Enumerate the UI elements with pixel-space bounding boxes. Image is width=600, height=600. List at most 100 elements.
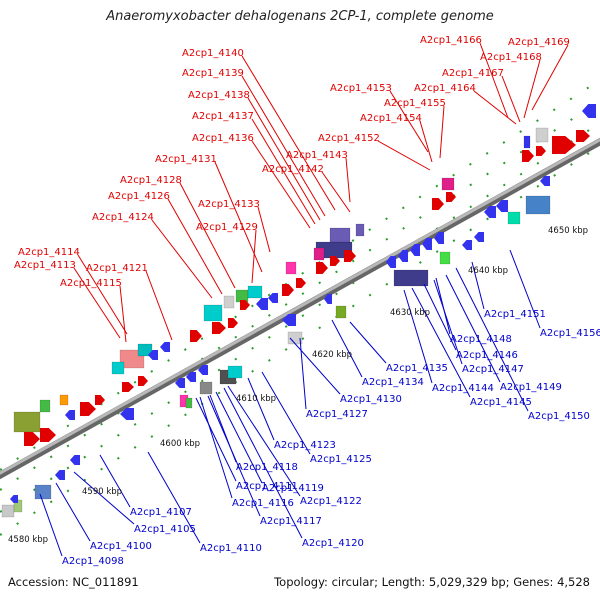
gene-feature-71 (522, 150, 534, 162)
gene-feature-13 (39, 399, 51, 413)
gene-label-A2cp1_4110[interactable]: A2cp1_4110 (200, 543, 262, 554)
leader-line-A2cp1_4145 (411, 287, 471, 398)
gene-label-A2cp1_4119[interactable]: A2cp1_4119 (262, 483, 324, 494)
gene-label-A2cp1_4126[interactable]: A2cp1_4126 (108, 191, 170, 202)
gene-feature-3 (34, 484, 52, 500)
gene-label-A2cp1_4167[interactable]: A2cp1_4167 (442, 68, 504, 79)
leader-line-A2cp1_4100 (55, 482, 91, 542)
gene-label-A2cp1_4143[interactable]: A2cp1_4143 (286, 150, 348, 161)
leader-line-A2cp1_4111 (195, 397, 237, 482)
gene-label-A2cp1_4129[interactable]: A2cp1_4129 (196, 222, 258, 233)
gene-feature-6 (13, 411, 41, 433)
gene-label-A2cp1_4136[interactable]: A2cp1_4136 (192, 133, 254, 144)
gene-label-A2cp1_4113[interactable]: A2cp1_4113 (14, 260, 76, 271)
gene-labels: A2cp1_4114 A2cp1_4113 A2cp1_4115 A2cp1_4121… (14, 35, 600, 567)
gene-label-A2cp1_4128[interactable]: A2cp1_4128 (120, 175, 182, 186)
gene-feature-76 (523, 135, 531, 149)
leader-line-A2cp1_4144 (403, 289, 433, 384)
gene-label-A2cp1_4120[interactable]: A2cp1_4120 (302, 538, 364, 549)
gene-label-A2cp1_4156[interactable]: A2cp1_4156 (540, 328, 600, 339)
gene-label-A2cp1_4111[interactable]: A2cp1_4111 (236, 481, 298, 492)
leader-line-A2cp1_4119 (215, 391, 263, 484)
leader-line-A2cp1_4142 (321, 171, 351, 213)
leader-line-A2cp1_4114 (77, 254, 128, 335)
leader-line-A2cp1_4138 (247, 97, 321, 221)
kbp-label-0: 4580 kbp (8, 535, 48, 545)
gene-label-A2cp1_4133[interactable]: A2cp1_4133 (198, 199, 260, 210)
gene-label-A2cp1_4168[interactable]: A2cp1_4168 (480, 52, 542, 63)
gene-feature-23 (175, 378, 185, 388)
leader-line-A2cp1_4120 (223, 387, 303, 539)
gene-label-A2cp1_4121[interactable]: A2cp1_4121 (86, 263, 148, 274)
gene-feature-47 (329, 227, 351, 243)
gene-label-A2cp1_4148[interactable]: A2cp1_4148 (450, 334, 512, 345)
gene-label-A2cp1_4140[interactable]: A2cp1_4140 (182, 48, 244, 59)
gene-label-A2cp1_4130[interactable]: A2cp1_4130 (340, 394, 402, 405)
gene-label-A2cp1_4154[interactable]: A2cp1_4154 (360, 113, 422, 124)
gene-label-A2cp1_4098[interactable]: A2cp1_4098 (62, 556, 124, 567)
gene-label-A2cp1_4142[interactable]: A2cp1_4142 (262, 164, 324, 175)
leader-line-A2cp1_4113 (73, 267, 121, 339)
gene-label-A2cp1_4150[interactable]: A2cp1_4150 (528, 411, 590, 422)
gene-feature-4 (55, 470, 65, 480)
gene-feature-32 (212, 322, 226, 334)
gene-label-A2cp1_4138[interactable]: A2cp1_4138 (188, 90, 250, 101)
gene-feature-58 (434, 232, 444, 244)
leader-line-A2cp1_4146 (423, 283, 457, 351)
gene-feature-61 (462, 240, 472, 250)
gene-label-A2cp1_4169[interactable]: A2cp1_4169 (508, 37, 570, 48)
gene-label-A2cp1_4146[interactable]: A2cp1_4146 (456, 350, 518, 361)
gene-label-A2cp1_4118[interactable]: A2cp1_4118 (236, 462, 298, 473)
gene-label-A2cp1_4166[interactable]: A2cp1_4166 (420, 35, 482, 46)
gene-feature-33 (228, 318, 238, 328)
gene-label-A2cp1_4124[interactable]: A2cp1_4124 (92, 212, 154, 223)
gene-label-A2cp1_4117[interactable]: A2cp1_4117 (260, 516, 322, 527)
leader-line-A2cp1_4156 (509, 249, 541, 329)
gene-label-A2cp1_4116[interactable]: A2cp1_4116 (232, 498, 294, 509)
gene-feature-72 (536, 146, 546, 156)
gene-label-A2cp1_4147[interactable]: A2cp1_4147 (462, 364, 524, 375)
gene-label-A2cp1_4122[interactable]: A2cp1_4122 (300, 496, 362, 507)
leader-line-A2cp1_4166 (479, 42, 509, 119)
gene-feature-55 (398, 250, 408, 262)
gene-label-A2cp1_4155[interactable]: A2cp1_4155 (384, 98, 446, 109)
gene-label-A2cp1_4131[interactable]: A2cp1_4131 (155, 154, 217, 165)
gene-label-A2cp1_4137[interactable]: A2cp1_4137 (192, 111, 254, 122)
gene-feature-41 (296, 278, 306, 288)
gene-label-A2cp1_4149[interactable]: A2cp1_4149 (500, 382, 562, 393)
gene-feature-69 (446, 192, 456, 202)
gene-label-A2cp1_4107[interactable]: A2cp1_4107 (130, 507, 192, 518)
gene-feature-60 (439, 251, 451, 265)
gene-feature-63 (484, 206, 496, 218)
gene-label-A2cp1_4134[interactable]: A2cp1_4134 (362, 377, 424, 388)
gene-label-A2cp1_4123[interactable]: A2cp1_4123 (274, 440, 336, 451)
gene-label-A2cp1_4105[interactable]: A2cp1_4105 (134, 524, 196, 535)
gene-label-A2cp1_4145[interactable]: A2cp1_4145 (470, 397, 532, 408)
gene-feature-54 (386, 256, 396, 268)
gene-label-A2cp1_4151[interactable]: A2cp1_4151 (484, 309, 546, 320)
gene-label-A2cp1_4114[interactable]: A2cp1_4114 (18, 247, 80, 258)
leader-line-A2cp1_4167 (501, 75, 521, 123)
accession-text: Accession: NC_011891 (8, 575, 139, 589)
gene-feature-70 (441, 177, 455, 191)
gene-feature-19 (120, 408, 134, 420)
gene-label-A2cp1_4164[interactable]: A2cp1_4164 (414, 83, 476, 94)
kbp-label-5: 4630 kbp (390, 308, 430, 318)
gene-label-A2cp1_4115[interactable]: A2cp1_4115 (60, 278, 122, 289)
gene-label-A2cp1_4153[interactable]: A2cp1_4153 (330, 83, 392, 94)
gene-feature-8 (40, 428, 56, 442)
leader-line-A2cp1_4135 (349, 321, 387, 364)
gene-feature-0 (1, 504, 15, 518)
gene-label-A2cp1_4127[interactable]: A2cp1_4127 (306, 409, 368, 420)
gene-label-A2cp1_4139[interactable]: A2cp1_4139 (182, 68, 244, 79)
gene-label-A2cp1_4125[interactable]: A2cp1_4125 (310, 454, 372, 465)
leader-line-A2cp1_4154 (419, 120, 433, 163)
gene-label-A2cp1_4100[interactable]: A2cp1_4100 (90, 541, 152, 552)
leader-line-A2cp1_4151 (471, 261, 485, 310)
leader-line-A2cp1_4125 (261, 371, 311, 455)
gene-label-A2cp1_4152[interactable]: A2cp1_4152 (318, 133, 380, 144)
gene-label-A2cp1_4135[interactable]: A2cp1_4135 (386, 363, 448, 374)
kbp-label-6: 4640 kbp (468, 266, 508, 276)
gene-label-A2cp1_4144[interactable]: A2cp1_4144 (432, 383, 494, 394)
leader-line-A2cp1_4121 (145, 270, 173, 341)
